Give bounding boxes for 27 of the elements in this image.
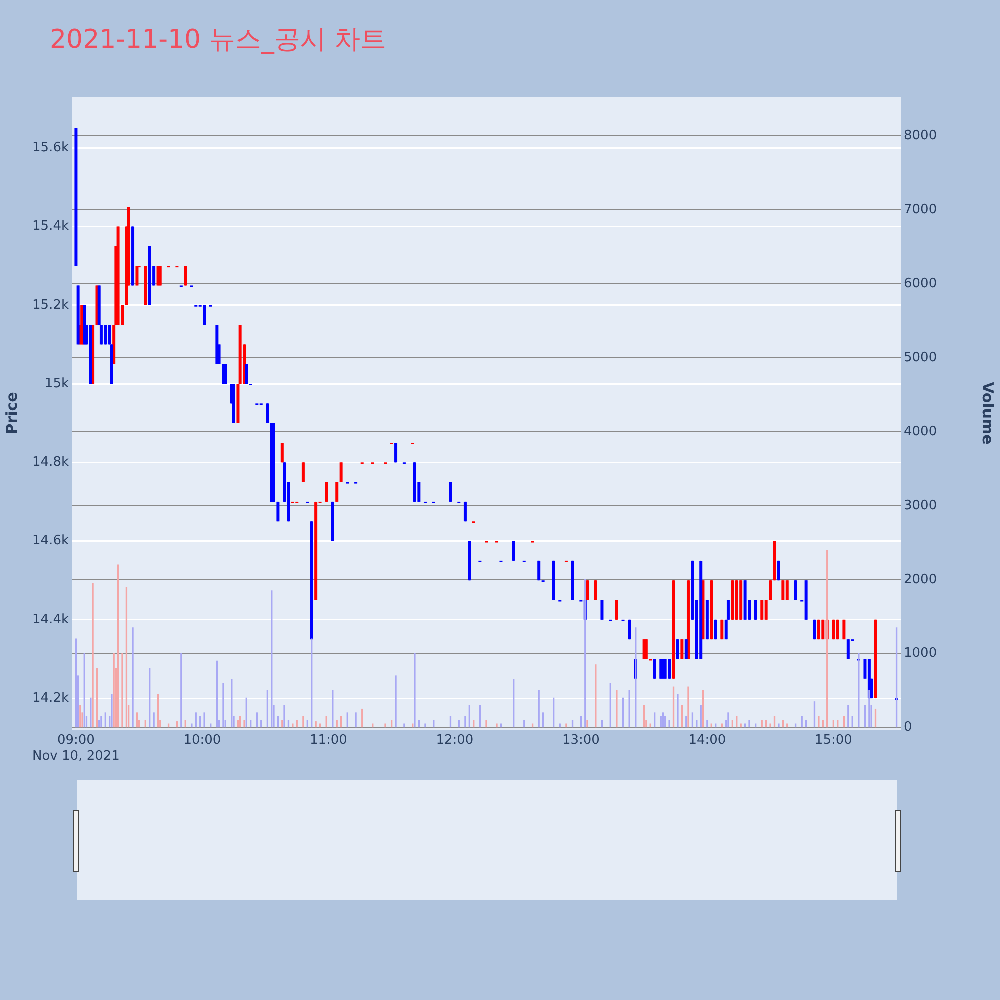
x-tick-label: 13:00: [562, 733, 600, 748]
y-axis-title: Price: [2, 392, 21, 435]
x-tick-label: 09:00 Nov 10, 2021: [32, 733, 120, 764]
y2-tick-label: 8000: [904, 128, 938, 144]
y2-tick-label: 3000: [904, 498, 938, 514]
y2-tick-label: 5000: [904, 350, 938, 366]
y2-tick-label: 6000: [904, 276, 938, 292]
x-tick-label: 14:00: [688, 733, 726, 748]
y-tick-label: 15k: [44, 376, 70, 392]
y-tick-label: 15.2k: [32, 298, 70, 313]
y-tick-label: 14.8k: [32, 455, 70, 470]
chart-title: 2021-11-10 뉴스_공시 차트: [50, 24, 387, 57]
x-tick-label: 11:00: [310, 733, 348, 748]
x-tick-label: 12:00: [436, 733, 474, 748]
y-tick-label: 15.6k: [32, 140, 70, 156]
y2-tick-label: 2000: [904, 572, 938, 588]
x-tick-label: 10:00: [184, 733, 222, 748]
y-tick-label: 14.4k: [32, 612, 70, 628]
x-tick-label: 15:00: [814, 733, 852, 748]
y2-tick-label: 1000: [904, 646, 938, 662]
y2-axis-title: Volume: [979, 382, 998, 445]
y2-tick-label: 7000: [904, 202, 938, 218]
y-tick-label: 14.2k: [32, 690, 70, 706]
y2-tick-label: 0: [904, 720, 912, 736]
y-tick-label: 14.6k: [32, 534, 70, 549]
y-tick-label: 15.4k: [32, 219, 70, 234]
y2-tick-label: 4000: [904, 424, 938, 440]
